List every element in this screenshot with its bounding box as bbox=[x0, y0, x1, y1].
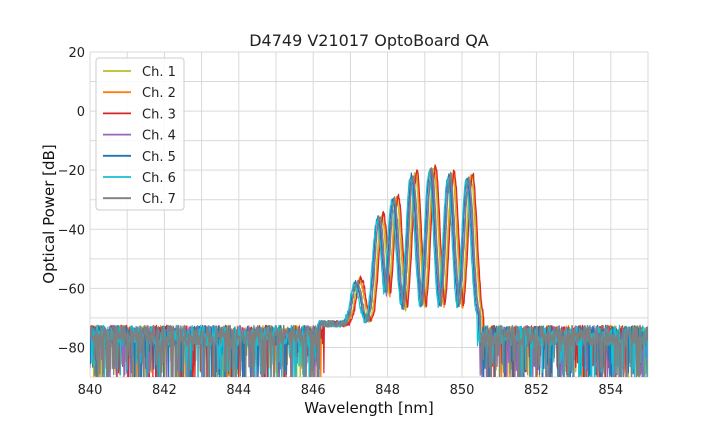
y-tick-label: −80 bbox=[58, 341, 85, 356]
x-tick-label: 842 bbox=[152, 383, 177, 398]
x-tick-label: 840 bbox=[78, 383, 103, 398]
legend-label: Ch. 3 bbox=[142, 107, 176, 122]
legend-label: Ch. 2 bbox=[142, 86, 176, 101]
y-tick-label: −60 bbox=[58, 282, 85, 297]
y-tick-label: −40 bbox=[58, 223, 85, 238]
series-lines bbox=[90, 164, 648, 377]
x-tick-label: 844 bbox=[226, 383, 251, 398]
legend-label: Ch. 5 bbox=[142, 150, 176, 165]
x-axis-title: Wavelength [nm] bbox=[304, 399, 434, 417]
y-tick-label: 0 bbox=[77, 105, 85, 120]
x-tick-label: 846 bbox=[301, 383, 326, 398]
legend-label: Ch. 1 bbox=[142, 65, 176, 80]
y-axis-title: Optical Power [dB] bbox=[40, 144, 58, 283]
x-tick-label: 848 bbox=[375, 383, 400, 398]
y-tick-label: 20 bbox=[68, 46, 85, 61]
x-tick-label: 850 bbox=[450, 383, 475, 398]
legend-box bbox=[95, 57, 185, 211]
legend-label: Ch. 6 bbox=[142, 171, 176, 186]
y-tick-label: −20 bbox=[58, 164, 85, 179]
y-tick-labels: −80 −60 −40 −20 0 20 bbox=[58, 46, 85, 356]
legend-label: Ch. 7 bbox=[142, 192, 176, 207]
legend-label: Ch. 4 bbox=[142, 129, 176, 144]
x-tick-label: 852 bbox=[524, 383, 549, 398]
series-line-7 bbox=[90, 167, 648, 377]
legend: Ch. 1 Ch. 2 Ch. 3 Ch. 4 Ch. 5 Ch. 6 Ch. 7 bbox=[95, 57, 185, 211]
x-tick-label: 854 bbox=[598, 383, 623, 398]
x-tick-labels: 840 842 844 846 848 850 852 854 bbox=[78, 383, 624, 398]
chart-title: D4749 V21017 OptoBoard QA bbox=[249, 31, 489, 50]
